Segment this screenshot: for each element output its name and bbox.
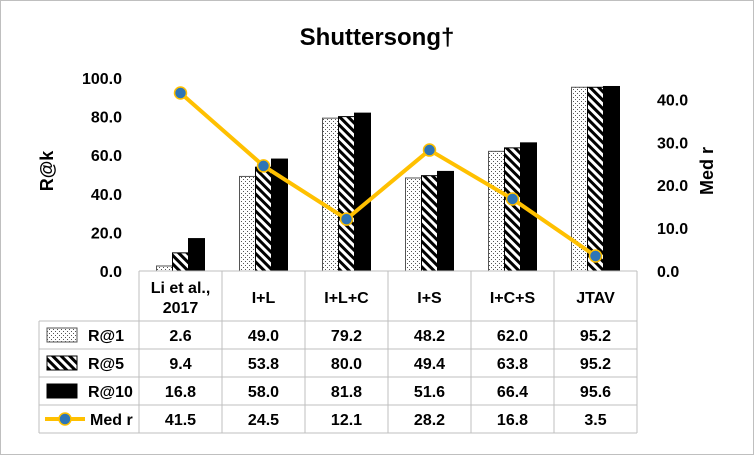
legend-label: Med r — [90, 412, 133, 429]
y2-tick-label: 20.0 — [657, 178, 688, 195]
table-cell-value: 95.2 — [580, 328, 611, 345]
bar-r1-2 — [322, 117, 339, 272]
y2-tick-label: 10.0 — [657, 221, 688, 238]
y-tick-label: 20.0 — [91, 225, 122, 242]
bar-r1-1 — [239, 175, 256, 272]
legend-label: R@10 — [88, 384, 133, 401]
y-tick-label: 80.0 — [91, 110, 122, 127]
table-cell-value: 58.0 — [248, 384, 279, 401]
bar-r1-4 — [488, 150, 505, 272]
table-cell-value: 2.6 — [169, 328, 191, 345]
table-cell-value: 49.0 — [248, 328, 279, 345]
x-category-label: I+C+S — [490, 290, 536, 307]
bar-r5-2 — [338, 116, 355, 272]
x-category-label: I+S — [417, 290, 442, 307]
table-cell-value: 9.4 — [169, 356, 191, 373]
table-cell-value: 12.1 — [331, 412, 362, 429]
medr-line — [179, 91, 597, 258]
table-cell-value: 53.8 — [248, 356, 279, 373]
legend-label: R@5 — [88, 356, 124, 373]
bar-r5-0 — [172, 252, 189, 272]
chart-title: Shuttersong† — [300, 24, 455, 51]
x-category-label: I+L — [252, 290, 276, 307]
bar-r5-3 — [421, 175, 438, 272]
legend-swatch-r1 — [46, 327, 78, 343]
y-tick-label: 0.0 — [100, 264, 122, 281]
medr-point-1 — [256, 159, 271, 173]
medr-point-4 — [505, 192, 520, 206]
table-cell-value: 3.5 — [584, 412, 606, 429]
table-cell-value: 28.2 — [414, 412, 445, 429]
bar-r1-3 — [405, 177, 422, 272]
table-cell-value: 16.8 — [165, 384, 196, 401]
y2-tick-label: 0.0 — [657, 264, 679, 281]
table-cell-value: 16.8 — [497, 412, 528, 429]
bar-r5-5 — [587, 86, 604, 272]
y2-tick-label: 30.0 — [657, 135, 688, 152]
medr-point-2 — [339, 212, 354, 226]
table-cell-value: 79.2 — [331, 328, 362, 345]
bar-r1-0 — [156, 265, 173, 272]
medr-point-3 — [422, 143, 437, 157]
y-axis-label: R@k — [37, 150, 57, 192]
bar-r10-5 — [603, 85, 620, 272]
bar-r10-2 — [354, 112, 371, 272]
medr-point-5 — [588, 249, 603, 263]
legend-swatch-r5 — [46, 355, 78, 371]
bar-r10-3 — [437, 170, 454, 272]
table-cell-value: 62.0 — [497, 328, 528, 345]
table-cell-value: 49.4 — [414, 356, 445, 373]
bar-r5-1 — [255, 166, 272, 272]
x-category-label: 2017 — [163, 300, 199, 317]
table-cell-value: 66.4 — [497, 384, 528, 401]
bar-r5-4 — [504, 147, 521, 272]
y-tick-label: 40.0 — [91, 187, 122, 204]
table-cell-value: 95.6 — [580, 384, 611, 401]
x-category-label: I+L+C — [324, 290, 369, 307]
y-tick-label: 100.0 — [82, 71, 122, 88]
table-cell-value: 51.6 — [414, 384, 445, 401]
legend-marker-medr — [58, 412, 72, 426]
table-cell-value: 41.5 — [165, 412, 196, 429]
medr-point-0 — [173, 86, 188, 100]
table-cell-value: 81.8 — [331, 384, 362, 401]
table-cell-value: 24.5 — [248, 412, 279, 429]
table-cell-value: 95.2 — [580, 356, 611, 373]
table-cell-value: 63.8 — [497, 356, 528, 373]
x-category-label: Li et al., — [151, 280, 211, 297]
y-tick-label: 60.0 — [91, 148, 122, 165]
y2-tick-label: 40.0 — [657, 92, 688, 109]
legend-label: R@1 — [88, 328, 124, 345]
table-cell-value: 80.0 — [331, 356, 362, 373]
x-category-label: JTAV — [576, 290, 615, 307]
table-cell-value: 48.2 — [414, 328, 445, 345]
legend-swatch-r10 — [46, 383, 78, 399]
y2-axis-label: Med r — [697, 147, 717, 195]
bar-r10-0 — [188, 238, 205, 272]
